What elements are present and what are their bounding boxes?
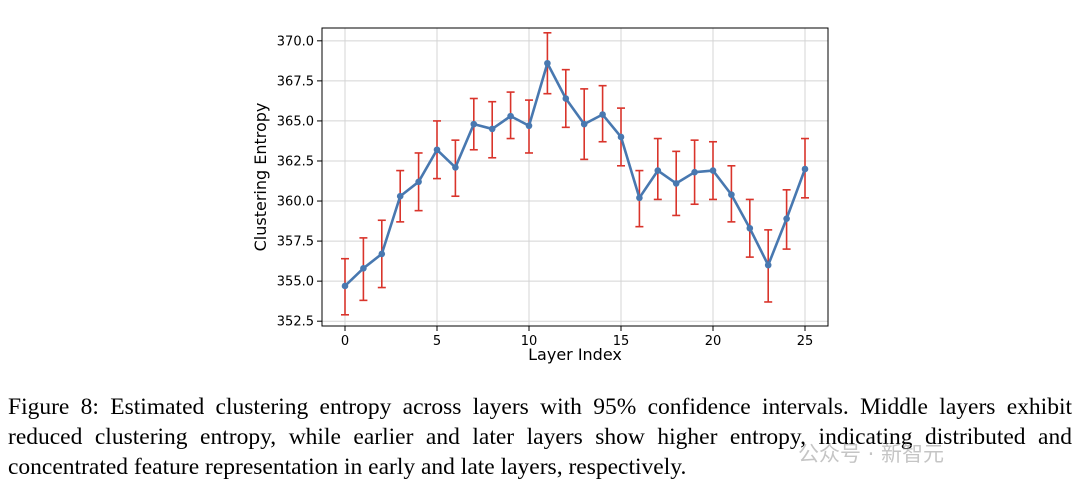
x-tick-label: 10 xyxy=(521,334,538,349)
data-point xyxy=(470,120,478,128)
data-points xyxy=(341,59,809,290)
series-line xyxy=(344,61,807,287)
data-point xyxy=(764,261,772,269)
data-point xyxy=(341,282,349,290)
data-point xyxy=(691,168,698,176)
data-point xyxy=(507,112,514,120)
data-point xyxy=(452,164,459,171)
data-point xyxy=(672,180,680,187)
data-point xyxy=(433,146,441,154)
x-tick-label: 25 xyxy=(797,334,814,349)
y-tick-label: 365.0 xyxy=(277,114,314,129)
y-ticks: 352.5 355.0 357.5 360.0 362.5 365.0 367.5 370.0 xyxy=(277,34,322,330)
x-tick-label: 0 xyxy=(341,334,349,349)
grid xyxy=(322,28,828,326)
plot-frame xyxy=(321,27,829,327)
data-point xyxy=(617,133,625,141)
data-point xyxy=(636,194,643,202)
series-line-group xyxy=(344,61,807,287)
x-ticks: 0 5 10 15 20 25 xyxy=(341,326,813,349)
entropy-chart: 0 5 10 15 20 25 352.5 355.0 357.5 360.0 362.5 365.… xyxy=(251,27,829,364)
data-point xyxy=(562,95,570,102)
data-point xyxy=(525,122,533,130)
data-point xyxy=(709,167,717,174)
data-point xyxy=(544,59,551,67)
data-point xyxy=(654,167,662,174)
data-point xyxy=(580,120,588,128)
data-point xyxy=(378,250,386,258)
y-tick-label: 352.5 xyxy=(277,315,314,330)
data-point xyxy=(396,192,404,200)
data-point xyxy=(783,215,790,222)
data-point xyxy=(746,224,754,232)
figure-caption: Figure 8: Estimated clustering entropy a… xyxy=(8,394,1072,480)
data-point xyxy=(728,191,735,198)
y-tick-label: 367.5 xyxy=(277,74,314,89)
watermark-text: 公众号 · 新智元 xyxy=(798,442,945,466)
y-axis-label: Clustering Entropy xyxy=(251,103,270,252)
data-point xyxy=(488,125,496,133)
x-tick-label: 5 xyxy=(433,334,441,349)
y-tick-label: 362.5 xyxy=(277,154,314,169)
data-point xyxy=(360,265,367,272)
y-tick-label: 355.0 xyxy=(277,275,314,290)
data-point xyxy=(599,111,606,118)
y-tick-label: 360.0 xyxy=(277,195,314,210)
data-point xyxy=(801,165,809,173)
error-bars xyxy=(341,32,809,316)
data-point xyxy=(415,178,422,186)
x-tick-label: 15 xyxy=(613,334,630,349)
y-tick-label: 357.5 xyxy=(277,235,314,250)
y-tick-label: 370.0 xyxy=(277,34,314,49)
x-tick-label: 20 xyxy=(705,334,722,349)
x-axis-label: Layer Index xyxy=(528,345,622,364)
